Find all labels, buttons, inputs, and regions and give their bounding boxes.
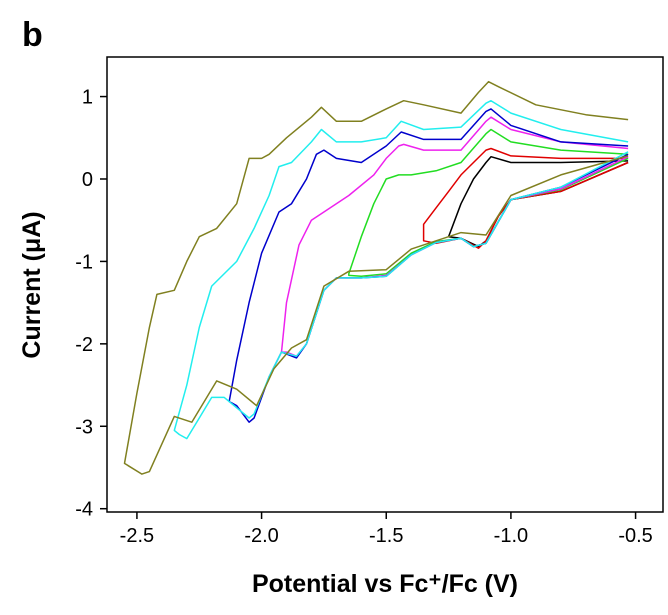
y-tick-label: 0	[82, 169, 93, 191]
panel-label: b	[22, 16, 43, 54]
cv-curve	[123, 80, 629, 475]
x-tick-label: -2.0	[244, 525, 278, 547]
cv-curve	[173, 99, 629, 440]
y-axis-label: Current (μA)	[18, 211, 46, 358]
cv-curve	[422, 147, 629, 249]
y-tick-label: -2	[75, 334, 93, 356]
y-tick-label: -1	[75, 251, 93, 273]
x-tick-label: -0.5	[618, 525, 652, 547]
cv-curve	[228, 108, 629, 423]
plot-frame	[106, 56, 664, 513]
y-tick-label: 1	[82, 87, 93, 109]
x-tick-label: -1.5	[369, 525, 403, 547]
cv-curve	[348, 128, 629, 278]
cv-curve	[280, 116, 629, 357]
x-tick-label: -1.0	[494, 525, 528, 547]
y-tick-label: -3	[75, 416, 93, 438]
x-tick-label: -2.5	[120, 525, 154, 547]
x-axis-label: Potential vs Fc⁺/Fc (V)	[252, 570, 518, 598]
y-tick-label: -4	[75, 499, 93, 521]
